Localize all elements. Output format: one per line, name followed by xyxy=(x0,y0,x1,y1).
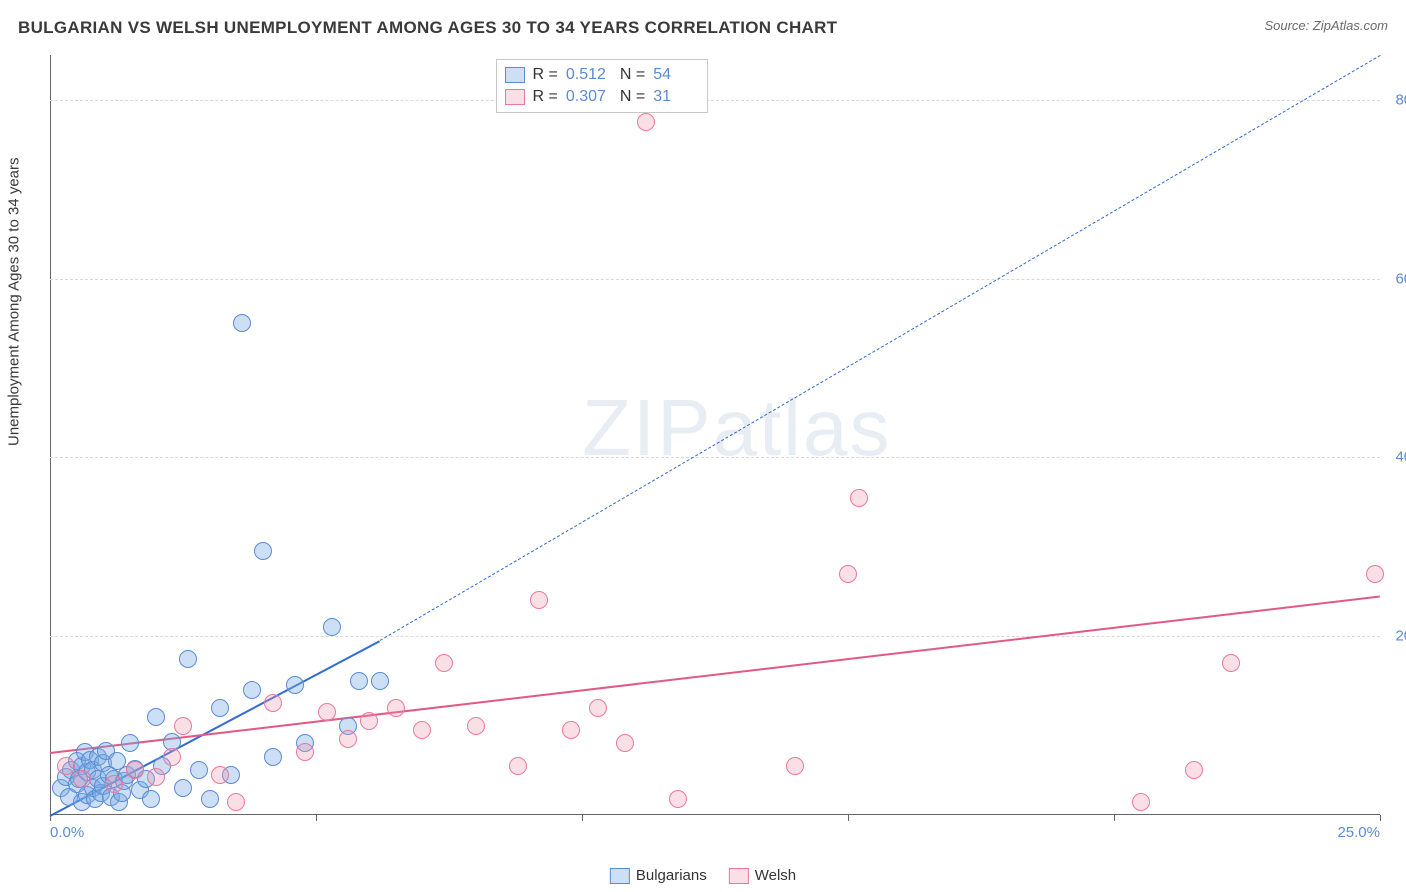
data-point-welsh xyxy=(530,591,548,609)
r-value: 0.512 xyxy=(566,66,612,84)
legend-swatch xyxy=(729,868,749,884)
x-tick-mark xyxy=(1114,815,1115,821)
data-point-bulgarians xyxy=(254,542,272,560)
stats-legend-box: R = 0.512 N = 54 R = 0.307 N = 31 xyxy=(496,59,709,113)
x-tick-mark xyxy=(316,815,317,821)
r-label: R = xyxy=(533,88,558,106)
data-point-welsh xyxy=(562,721,580,739)
data-point-welsh xyxy=(264,694,282,712)
data-point-bulgarians xyxy=(121,734,139,752)
r-value: 0.307 xyxy=(566,88,612,106)
x-tick-label: 0.0% xyxy=(50,824,84,841)
y-tick-label: 80.0% xyxy=(1395,91,1406,108)
legend-item: Bulgarians xyxy=(610,867,707,884)
data-point-welsh xyxy=(227,793,245,811)
y-tick-label: 40.0% xyxy=(1395,449,1406,466)
data-point-bulgarians xyxy=(323,618,341,636)
data-point-welsh xyxy=(1132,793,1150,811)
data-point-bulgarians xyxy=(142,790,160,808)
data-point-bulgarians xyxy=(371,672,389,690)
data-point-welsh xyxy=(360,712,378,730)
x-tick-mark xyxy=(1380,815,1381,821)
n-label: N = xyxy=(620,88,645,106)
stats-row: R = 0.307 N = 31 xyxy=(505,86,700,108)
legend-label: Welsh xyxy=(755,867,796,884)
data-point-bulgarians xyxy=(264,748,282,766)
n-value: 31 xyxy=(653,88,699,106)
source-attribution: Source: ZipAtlas.com xyxy=(1264,18,1388,33)
data-point-welsh xyxy=(637,113,655,131)
watermark: ZIPatlas xyxy=(582,382,891,474)
trend-line xyxy=(50,596,1380,754)
n-label: N = xyxy=(620,66,645,84)
x-tick-label: 25.0% xyxy=(1337,824,1380,841)
y-tick-label: 60.0% xyxy=(1395,270,1406,287)
data-point-welsh xyxy=(73,770,91,788)
chart-title: BULGARIAN VS WELSH UNEMPLOYMENT AMONG AG… xyxy=(18,18,837,38)
data-point-welsh xyxy=(589,699,607,717)
y-tick-label: 20.0% xyxy=(1395,628,1406,645)
x-tick-mark xyxy=(848,815,849,821)
gridline xyxy=(50,279,1380,280)
data-point-welsh xyxy=(786,757,804,775)
data-point-welsh xyxy=(616,734,634,752)
data-point-welsh xyxy=(1222,654,1240,672)
x-tick-mark xyxy=(582,815,583,821)
r-label: R = xyxy=(533,66,558,84)
data-point-bulgarians xyxy=(179,650,197,668)
gridline xyxy=(50,457,1380,458)
trend-line xyxy=(380,55,1381,641)
data-point-bulgarians xyxy=(201,790,219,808)
gridline xyxy=(50,636,1380,637)
data-point-welsh xyxy=(57,757,75,775)
data-point-welsh xyxy=(669,790,687,808)
y-axis-label: Unemployment Among Ages 30 to 34 years xyxy=(6,157,23,446)
bottom-legend: Bulgarians Welsh xyxy=(610,867,796,884)
data-point-welsh xyxy=(296,743,314,761)
data-point-welsh xyxy=(147,768,165,786)
stats-row: R = 0.512 N = 54 xyxy=(505,64,700,86)
plot-area: 20.0%40.0%60.0%80.0%0.0%25.0%ZIPatlasR =… xyxy=(50,55,1380,815)
data-point-welsh xyxy=(174,717,192,735)
data-point-welsh xyxy=(318,703,336,721)
data-point-bulgarians xyxy=(350,672,368,690)
data-point-welsh xyxy=(413,721,431,739)
data-point-bulgarians xyxy=(233,314,251,332)
data-point-bulgarians xyxy=(190,761,208,779)
data-point-welsh xyxy=(509,757,527,775)
data-point-bulgarians xyxy=(174,779,192,797)
legend-swatch xyxy=(505,89,525,105)
data-point-bulgarians xyxy=(243,681,261,699)
data-point-welsh xyxy=(435,654,453,672)
legend-swatch xyxy=(610,868,630,884)
data-point-welsh xyxy=(211,766,229,784)
data-point-bulgarians xyxy=(286,676,304,694)
gridline xyxy=(50,100,1380,101)
data-point-welsh xyxy=(126,761,144,779)
data-point-welsh xyxy=(339,730,357,748)
data-point-bulgarians xyxy=(147,708,165,726)
legend-label: Bulgarians xyxy=(636,867,707,884)
x-axis xyxy=(50,814,1380,815)
legend-item: Welsh xyxy=(729,867,796,884)
data-point-welsh xyxy=(163,748,181,766)
data-point-welsh xyxy=(105,775,123,793)
data-point-bulgarians xyxy=(211,699,229,717)
data-point-welsh xyxy=(1366,565,1384,583)
data-point-welsh xyxy=(387,699,405,717)
legend-swatch xyxy=(505,67,525,83)
data-point-welsh xyxy=(1185,761,1203,779)
n-value: 54 xyxy=(653,66,699,84)
data-point-welsh xyxy=(839,565,857,583)
data-point-welsh xyxy=(850,489,868,507)
y-axis xyxy=(50,55,51,815)
data-point-welsh xyxy=(467,717,485,735)
